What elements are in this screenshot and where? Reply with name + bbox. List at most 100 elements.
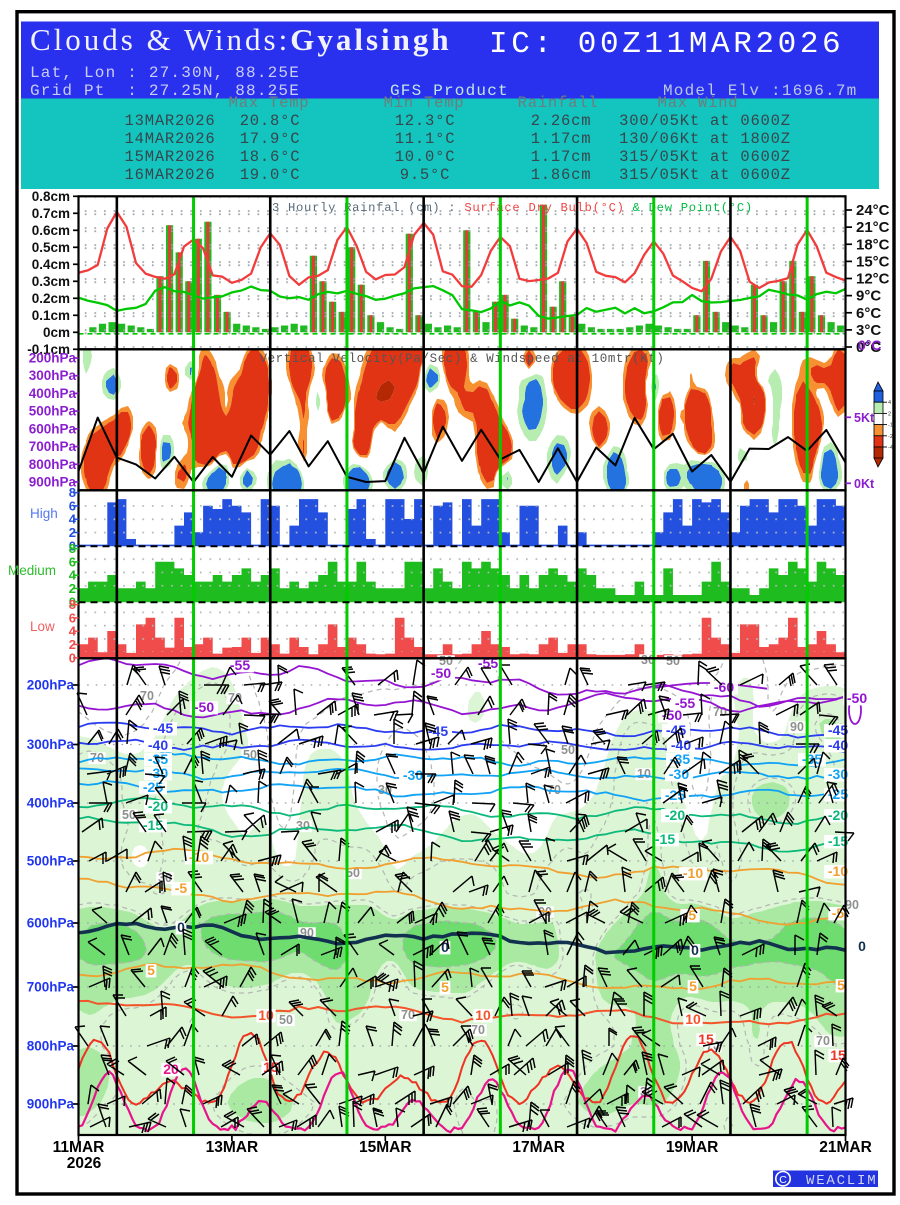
svg-text:14MAR2026: 14MAR2026 xyxy=(125,130,216,148)
svg-text:9°C: 9°C xyxy=(856,288,881,305)
svg-text:0: 0 xyxy=(69,538,76,553)
svg-text:-15: -15 xyxy=(828,833,848,849)
svg-text:0°C: 0°C xyxy=(858,337,882,353)
svg-text:High: High xyxy=(30,506,58,521)
svg-text:0°C: 0°C xyxy=(856,339,881,356)
svg-text:6: 6 xyxy=(69,610,76,625)
svg-text:1.17cm: 1.17cm xyxy=(531,130,592,148)
svg-text:10.0°C: 10.0°C xyxy=(395,148,456,166)
svg-text:5Kt: 5Kt xyxy=(854,411,875,425)
svg-text:15°C: 15°C xyxy=(856,253,890,270)
svg-text:GFS Product: GFS Product xyxy=(390,82,509,100)
svg-text:5: 5 xyxy=(147,962,155,978)
svg-text:70: 70 xyxy=(401,1008,415,1022)
svg-text:900hPa: 900hPa xyxy=(29,474,77,489)
svg-text:200hPa: 200hPa xyxy=(27,678,75,693)
svg-text:700hPa: 700hPa xyxy=(27,980,75,995)
svg-text:-5: -5 xyxy=(175,880,188,896)
svg-text:0: 0 xyxy=(691,942,699,958)
svg-text:0.3cm: 0.3cm xyxy=(32,274,70,289)
svg-text:0.4cm: 0.4cm xyxy=(32,257,70,272)
svg-text:315/05Kt at 0600Z: 315/05Kt at 0600Z xyxy=(619,148,791,166)
svg-text:-20: -20 xyxy=(148,798,168,814)
svg-text:12°C: 12°C xyxy=(856,271,890,288)
svg-text:Max Wind: Max Wind xyxy=(658,94,739,112)
svg-text:6: 6 xyxy=(69,554,76,569)
svg-text:C: C xyxy=(779,1174,787,1186)
svg-text:15: 15 xyxy=(830,1047,846,1063)
svg-text:5: 5 xyxy=(441,979,449,995)
svg-text:-55: -55 xyxy=(675,695,695,711)
svg-text:Clouds & Winds:Gyalsingh: Clouds & Winds:Gyalsingh xyxy=(30,22,452,57)
svg-text:2: 2 xyxy=(69,637,76,652)
svg-text:0.8cm: 0.8cm xyxy=(32,189,70,204)
svg-text:18°C: 18°C xyxy=(856,236,890,253)
svg-text:8: 8 xyxy=(69,541,76,556)
svg-text:21MAR: 21MAR xyxy=(819,1139,872,1156)
svg-text:-45: -45 xyxy=(153,720,173,736)
svg-text:-50: -50 xyxy=(431,665,451,681)
svg-text:-30: -30 xyxy=(828,766,848,782)
svg-text:-4: -4 xyxy=(888,445,893,451)
svg-text:70: 70 xyxy=(816,1034,830,1048)
svg-text:Vertical Velocity(Pa/Sec) & Wi: Vertical Velocity(Pa/Sec) & Windspeed at… xyxy=(259,352,664,366)
svg-text:15MAR: 15MAR xyxy=(359,1139,412,1156)
svg-text:-1: -1 xyxy=(888,423,893,429)
svg-text:24°C: 24°C xyxy=(856,202,890,219)
svg-text:4: 4 xyxy=(69,568,77,583)
svg-text:400hPa: 400hPa xyxy=(29,386,77,401)
svg-text:Low: Low xyxy=(30,619,55,634)
svg-text:4: 4 xyxy=(69,624,77,639)
svg-text:50: 50 xyxy=(561,743,575,757)
svg-text:0: 0 xyxy=(858,938,866,954)
svg-text:90: 90 xyxy=(845,898,859,912)
svg-text:20.8°C: 20.8°C xyxy=(240,112,301,130)
svg-text:-35: -35 xyxy=(148,751,168,767)
svg-text:900hPa: 900hPa xyxy=(27,1097,75,1112)
svg-text:13MAR: 13MAR xyxy=(206,1139,259,1156)
svg-text:-30: -30 xyxy=(669,766,689,782)
svg-text:1.86cm: 1.86cm xyxy=(531,166,592,184)
svg-text:-50: -50 xyxy=(194,699,214,715)
svg-text:9.5°C: 9.5°C xyxy=(400,166,451,184)
svg-text:-20: -20 xyxy=(828,807,848,823)
svg-text:Medium: Medium xyxy=(8,563,56,578)
svg-text:50: 50 xyxy=(666,654,680,668)
svg-text:-2: -2 xyxy=(888,434,893,440)
svg-text:0: 0 xyxy=(69,650,76,665)
svg-text:0.2cm: 0.2cm xyxy=(32,291,70,306)
svg-text:-45: -45 xyxy=(428,723,448,739)
svg-text:400hPa: 400hPa xyxy=(27,796,75,811)
svg-text:0.7cm: 0.7cm xyxy=(32,206,70,221)
svg-text:0: 0 xyxy=(177,919,185,935)
svg-text:600hPa: 600hPa xyxy=(29,421,77,436)
svg-text:0cm: 0cm xyxy=(43,325,70,340)
svg-text:1.17cm: 1.17cm xyxy=(531,148,592,166)
svg-text:-20: -20 xyxy=(665,807,685,823)
svg-text:4: 4 xyxy=(888,400,891,406)
svg-text:-45: -45 xyxy=(828,722,848,738)
svg-text:12.3°C: 12.3°C xyxy=(395,112,456,130)
svg-text:-40: -40 xyxy=(671,737,691,753)
svg-text:Min Temp: Min Temp xyxy=(384,94,465,112)
svg-text:0: 0 xyxy=(441,939,449,955)
svg-text:10: 10 xyxy=(637,767,651,781)
svg-text:3°C: 3°C xyxy=(856,322,881,339)
svg-text:5: 5 xyxy=(689,978,697,994)
svg-text:20: 20 xyxy=(163,1061,179,1077)
svg-text:600hPa: 600hPa xyxy=(27,916,75,931)
svg-text:300hPa: 300hPa xyxy=(27,737,75,752)
svg-text:0.1cm: 0.1cm xyxy=(32,308,70,323)
svg-text:-10: -10 xyxy=(828,863,848,879)
svg-text:6: 6 xyxy=(69,498,76,513)
svg-text:500hPa: 500hPa xyxy=(27,854,75,869)
svg-text:18.6°C: 18.6°C xyxy=(240,148,301,166)
svg-text:-40: -40 xyxy=(148,737,168,753)
svg-text:19.0°C: 19.0°C xyxy=(240,166,301,184)
svg-text:13MAR2026: 13MAR2026 xyxy=(125,112,216,130)
svg-text:-30: -30 xyxy=(403,767,423,783)
svg-text:2.26cm: 2.26cm xyxy=(531,112,592,130)
svg-text:300/05Kt at 0600Z: 300/05Kt at 0600Z xyxy=(619,112,791,130)
svg-text:-45: -45 xyxy=(666,722,686,738)
svg-text:Max Temp: Max Temp xyxy=(229,94,310,112)
